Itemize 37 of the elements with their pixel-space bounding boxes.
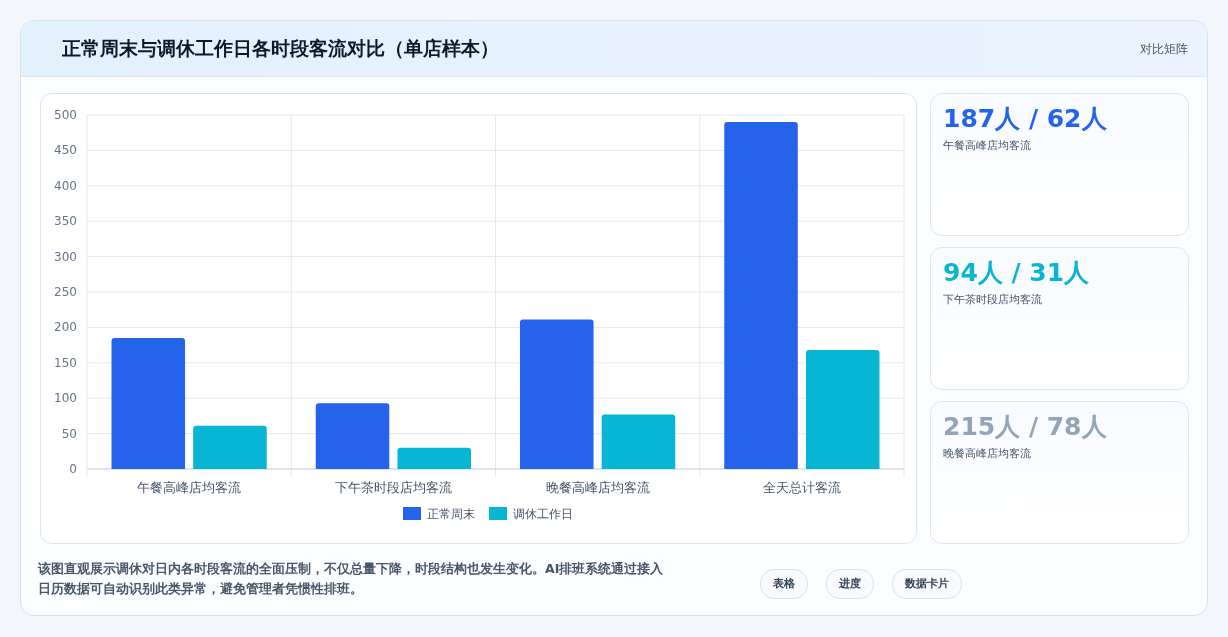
y-tick-label: 200 — [54, 320, 77, 335]
text: 晚餐高峰店均客流 — [943, 446, 1031, 461]
y-tick-label: 300 — [54, 249, 77, 264]
bar — [397, 447, 471, 469]
bar — [111, 338, 186, 469]
y-tick-label: 400 — [54, 178, 77, 193]
text: 午餐高峰店均客流 — [943, 138, 1031, 153]
bar — [520, 319, 594, 469]
text: 94人 / 31人 — [943, 257, 1090, 289]
y-tick-label: 250 — [54, 285, 77, 299]
x-tick-label: 午餐高峰店均客流 — [137, 480, 242, 495]
y-tick-label: 350 — [54, 214, 77, 229]
legend-label: 调休工作日 — [513, 507, 573, 521]
chart-title: 正常周末与调休工作日各时段客流对比（单店样本） — [62, 36, 499, 61]
text: 215人 / 78人 — [943, 411, 1107, 443]
y-tick-label: 450 — [54, 143, 77, 158]
text: 进度 — [826, 569, 874, 599]
y-tick-label: 50 — [61, 426, 77, 441]
y-tick-label: 0 — [69, 462, 77, 476]
text: 对比矩阵 — [1140, 41, 1188, 58]
x-tick-label: 全天总计客流 — [762, 480, 841, 495]
bar — [724, 122, 798, 469]
text: 表格 — [760, 569, 808, 599]
text: 下午茶时段店均客流 — [943, 292, 1042, 307]
text: 该图直观展示调休对日内各时段客流的全面压制，不仅总量下降，时段结构也发生变化。AI排班系统通过接入日历数据可自动识别此类异常，避免管理者凭惯性排班。 — [38, 560, 665, 598]
bar — [193, 425, 267, 469]
x-tick-label: 晚餐高峰店均客流 — [545, 480, 650, 495]
y-tick-label: 500 — [54, 108, 77, 122]
text: 数据卡片 — [892, 569, 962, 599]
bar — [805, 350, 880, 469]
y-tick-label: 150 — [54, 355, 77, 370]
bar — [601, 414, 676, 469]
y-tick-label: 100 — [54, 391, 77, 406]
text: 187人 / 62人 — [943, 103, 1107, 135]
legend-label: 正常周末 — [427, 507, 475, 521]
x-tick-label: 下午茶时段店均客流 — [334, 480, 452, 495]
bar — [315, 403, 390, 469]
